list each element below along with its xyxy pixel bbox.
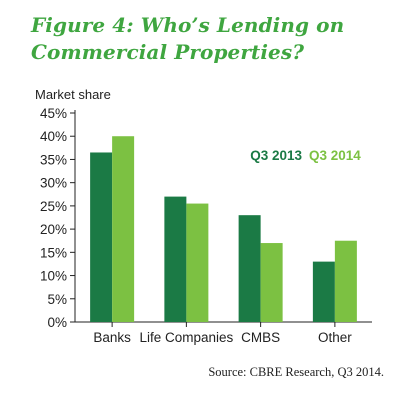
y-tick-label: 15% — [40, 245, 67, 260]
chart-title-line-2: Commercial Properties? — [31, 40, 305, 64]
bar-cmbs-q3-2013 — [238, 215, 261, 322]
chart-title: Figure 4: Who’s Lending on Commercial Pr… — [31, 12, 344, 66]
x-tick-label: Other — [318, 330, 352, 345]
y-tick-label: 10% — [40, 269, 67, 284]
bar-life-companies-q3-2014 — [186, 203, 209, 322]
y-tick-label: 0% — [47, 315, 67, 330]
bar-banks-q3-2013 — [90, 152, 113, 322]
legend-item-q3-2013: Q3 2013 — [250, 148, 302, 163]
bar-life-companies-q3-2013 — [164, 196, 187, 322]
y-tick-label: 30% — [40, 176, 67, 191]
source-note: Source: CBRE Research, Q3 2014. — [208, 365, 384, 379]
y-tick-label: 35% — [40, 152, 67, 167]
y-axis-label: Market share — [35, 87, 111, 102]
x-tick-label: Banks — [93, 330, 131, 345]
y-tick-label: 25% — [40, 199, 67, 214]
y-tick-label: 45% — [40, 106, 67, 121]
chart-title-line-1: Figure 4: Who’s Lending on — [31, 13, 345, 37]
bar-banks-q3-2014 — [112, 136, 135, 322]
x-tick-label: CMBS — [241, 330, 280, 345]
bar-other-q3-2013 — [312, 261, 335, 322]
y-tick-label: 40% — [40, 129, 67, 144]
y-tick-label: 5% — [47, 292, 67, 307]
x-tick-label: Life Companies — [139, 330, 233, 345]
bar-other-q3-2014 — [334, 240, 357, 322]
y-tick-label: 20% — [40, 222, 67, 237]
legend-item-q3-2014: Q3 2014 — [309, 148, 361, 163]
bar-cmbs-q3-2014 — [260, 243, 283, 322]
